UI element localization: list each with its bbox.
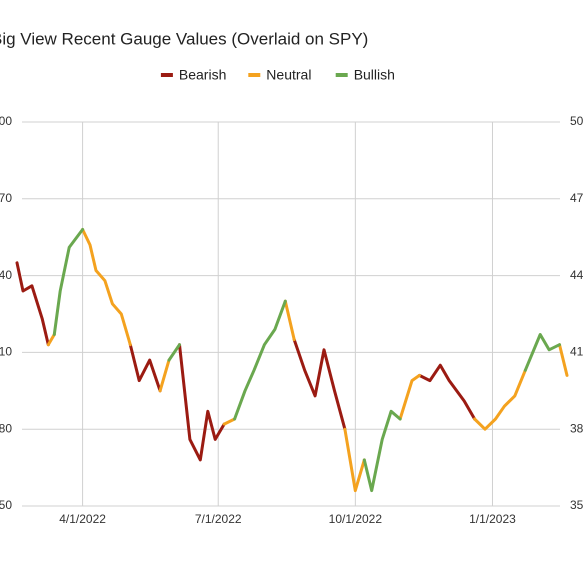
y2-tick-label: 50 bbox=[570, 114, 584, 128]
y2-tick-label: 38 bbox=[570, 421, 584, 435]
y2-tick-label: 35 bbox=[570, 498, 584, 512]
y-tick-label: 470 bbox=[0, 191, 12, 205]
legend-label: Neutral bbox=[266, 67, 311, 83]
y-tick-label: 350 bbox=[0, 498, 12, 512]
legend-label: Bearish bbox=[179, 67, 226, 83]
y-tick-label: 500 bbox=[0, 114, 12, 128]
series-line bbox=[15, 261, 477, 462]
x-tick-label: 10/1/2022 bbox=[329, 512, 383, 526]
y-tick-label: 410 bbox=[0, 345, 12, 359]
legend-label: Bullish bbox=[354, 67, 395, 83]
x-tick-label: 4/1/2022 bbox=[59, 512, 106, 526]
y2-tick-label: 41 bbox=[570, 345, 584, 359]
x-tick-label: 7/1/2022 bbox=[195, 512, 242, 526]
series-line bbox=[52, 228, 561, 493]
y2-tick-label: 47 bbox=[570, 191, 584, 205]
series-line bbox=[46, 228, 569, 493]
chart-title: Big View Recent Gauge Values (Overlaid o… bbox=[0, 29, 368, 48]
y2-tick-label: 44 bbox=[570, 268, 584, 282]
x-tick-label: 1/1/2023 bbox=[469, 512, 516, 526]
y-tick-label: 380 bbox=[0, 421, 12, 435]
y-tick-label: 440 bbox=[0, 268, 12, 282]
